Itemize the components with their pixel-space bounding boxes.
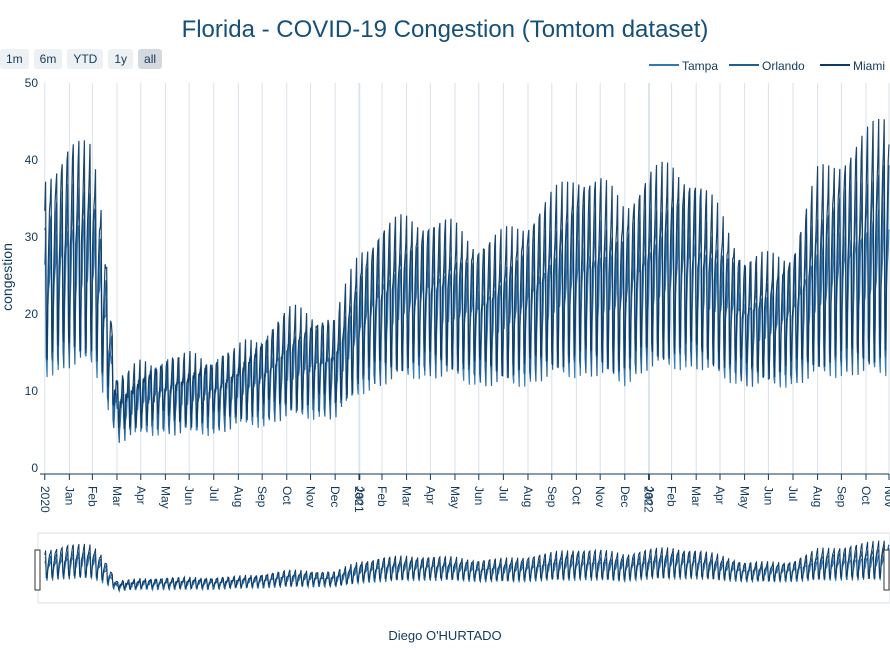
x-tick-label: Nov [882,486,890,507]
legend-label-tampa[interactable]: Tampa [682,59,718,73]
x-tick-label: Feb [85,486,99,507]
y-tick-label: 10 [25,384,39,398]
range-button-1y[interactable]: 1y [108,49,134,69]
x-tick-label: Jul [207,486,221,501]
x-tick-label: Oct [569,486,583,505]
x-tick-label: May [158,486,172,509]
x-tick-label: Aug [811,486,825,507]
range-slider-left-handle[interactable] [34,549,41,591]
x-tick-label: Jun [182,486,196,505]
x-tick-label: Feb [665,486,679,507]
x-tick-label: Mar [110,486,124,507]
x-tick-label: May [448,486,462,509]
x-tick-label: Oct [859,486,873,505]
x-tick-label: Mar [400,486,414,507]
range-slider[interactable] [34,532,890,604]
x-tick-label: Oct [280,486,294,505]
range-button-6m[interactable]: 6m [33,49,63,69]
x-tick-label: Jun [761,486,775,505]
x-tick-label: Jul [496,486,510,501]
x-tick-label: Aug [231,486,245,507]
x-tick-label: Sep [545,486,559,508]
range-slider-preview [44,540,890,594]
range-button-ytd[interactable]: YTD [67,49,104,69]
x-tick-label: Apr [134,486,148,505]
author-credit: Diego O'HURTADO [388,628,502,643]
chart-title: Florida - COVID-19 Congestion (Tomtom da… [181,16,709,43]
legend-label-orlando[interactable]: Orlando [762,59,805,73]
x-tick-label: Sep [834,486,848,508]
x-tick-label: 2022 [642,486,656,513]
x-tick-label: May [738,486,752,509]
legend-label-miami[interactable]: Miami [853,59,885,73]
x-tick-label: Sep [255,486,269,508]
y-tick-label: 0 [31,461,38,475]
x-tick-label: Apr [423,486,437,505]
x-tick-label: Jan [62,486,76,505]
x-tick-label: Jul [786,486,800,501]
range-button-all[interactable]: all [138,49,163,69]
x-axis: 2020 Jan Feb Mar Apr May Jun Jul Aug Sep Oct Nov Dec… [38,473,890,513]
x-tick-label: Nov [304,486,318,507]
x-tick-label: Nov [593,486,607,507]
x-tick-label: 2021 [352,486,366,513]
y-tick-label: 20 [25,307,39,321]
y-tick-label: 50 [25,76,39,90]
range-button-1m[interactable]: 1m [0,49,29,69]
x-tick-label: Dec [328,486,342,507]
x-tick-label: Jun [472,486,486,505]
x-tick-label: Mar [689,486,703,507]
x-tick-label: Aug [521,486,535,507]
x-tick-label: 2020 [38,486,52,513]
y-axis: 0 10 20 30 40 50 [25,76,39,475]
y-tick-label: 40 [25,153,39,167]
y-axis-label: congestion [0,243,15,311]
legend[interactable]: Tampa Orlando Miami [649,59,885,73]
slider-line-miami [44,540,890,591]
x-tick-label: Dec [618,486,632,507]
range-slider-track[interactable] [37,532,890,604]
y-tick-label: 30 [25,230,39,244]
x-tick-label: Feb [375,486,389,507]
series-lines [44,118,890,443]
range-selector: 1m 6m YTD 1y all [0,49,163,69]
range-slider-right-handle[interactable] [883,549,890,591]
x-tick-label: Jan [642,486,656,505]
series-line-miami [44,118,890,429]
x-tick-label: Jan [353,486,367,505]
x-tick-label: Apr [713,486,727,505]
